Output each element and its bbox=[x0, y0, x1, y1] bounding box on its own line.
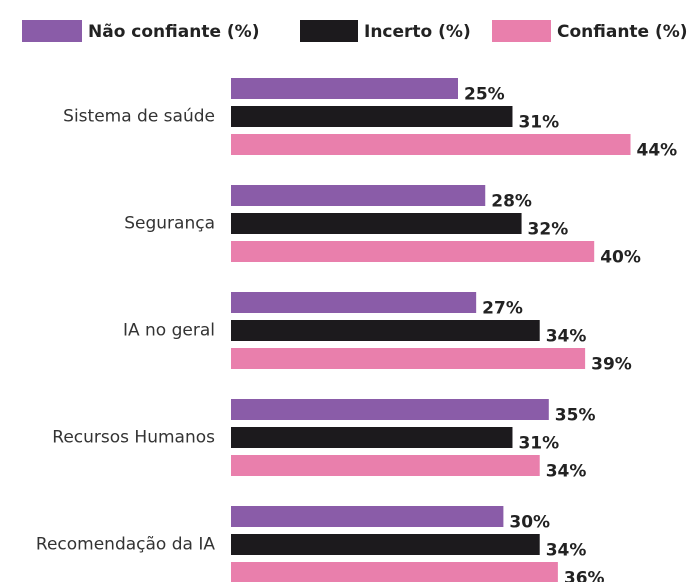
value-label: 35% bbox=[555, 406, 596, 426]
bar bbox=[231, 348, 586, 369]
bar bbox=[231, 562, 558, 582]
value-label: 34% bbox=[546, 462, 587, 482]
category-label: Recursos Humanos bbox=[52, 428, 215, 448]
bar bbox=[231, 213, 522, 234]
legend-swatch bbox=[22, 20, 82, 42]
bar bbox=[231, 320, 540, 341]
bar bbox=[231, 185, 486, 206]
value-label: 36% bbox=[564, 569, 605, 582]
value-label: 32% bbox=[528, 220, 569, 240]
value-label: 39% bbox=[591, 355, 632, 375]
value-label: 31% bbox=[518, 434, 559, 454]
value-label: 25% bbox=[464, 85, 505, 105]
bar bbox=[231, 241, 595, 262]
bar bbox=[231, 134, 631, 155]
value-label: 34% bbox=[546, 541, 587, 561]
value-label: 27% bbox=[482, 299, 523, 319]
category-label: Recomendação da IA bbox=[36, 535, 215, 555]
bar bbox=[231, 506, 504, 527]
bar bbox=[231, 427, 513, 448]
category-label: IA no geral bbox=[123, 321, 215, 341]
value-label: 44% bbox=[637, 141, 678, 161]
value-label: 40% bbox=[600, 248, 641, 268]
bar bbox=[231, 534, 540, 555]
legend-label: Incerto (%) bbox=[364, 22, 471, 42]
category-label: Segurança bbox=[124, 214, 215, 234]
bar bbox=[231, 399, 549, 420]
legend-label: Não confiante (%) bbox=[88, 22, 259, 42]
bar bbox=[231, 106, 513, 127]
category-label: Sistema de saúde bbox=[63, 107, 215, 127]
bar bbox=[231, 455, 540, 476]
legend-label: Confiante (%) bbox=[557, 22, 688, 42]
bar bbox=[231, 292, 477, 313]
legend-swatch bbox=[300, 20, 358, 42]
value-label: 34% bbox=[546, 327, 587, 347]
value-label: 31% bbox=[518, 113, 559, 133]
value-label: 28% bbox=[491, 192, 532, 212]
value-label: 30% bbox=[509, 513, 550, 533]
bar bbox=[231, 78, 458, 99]
legend-swatch bbox=[492, 20, 551, 42]
